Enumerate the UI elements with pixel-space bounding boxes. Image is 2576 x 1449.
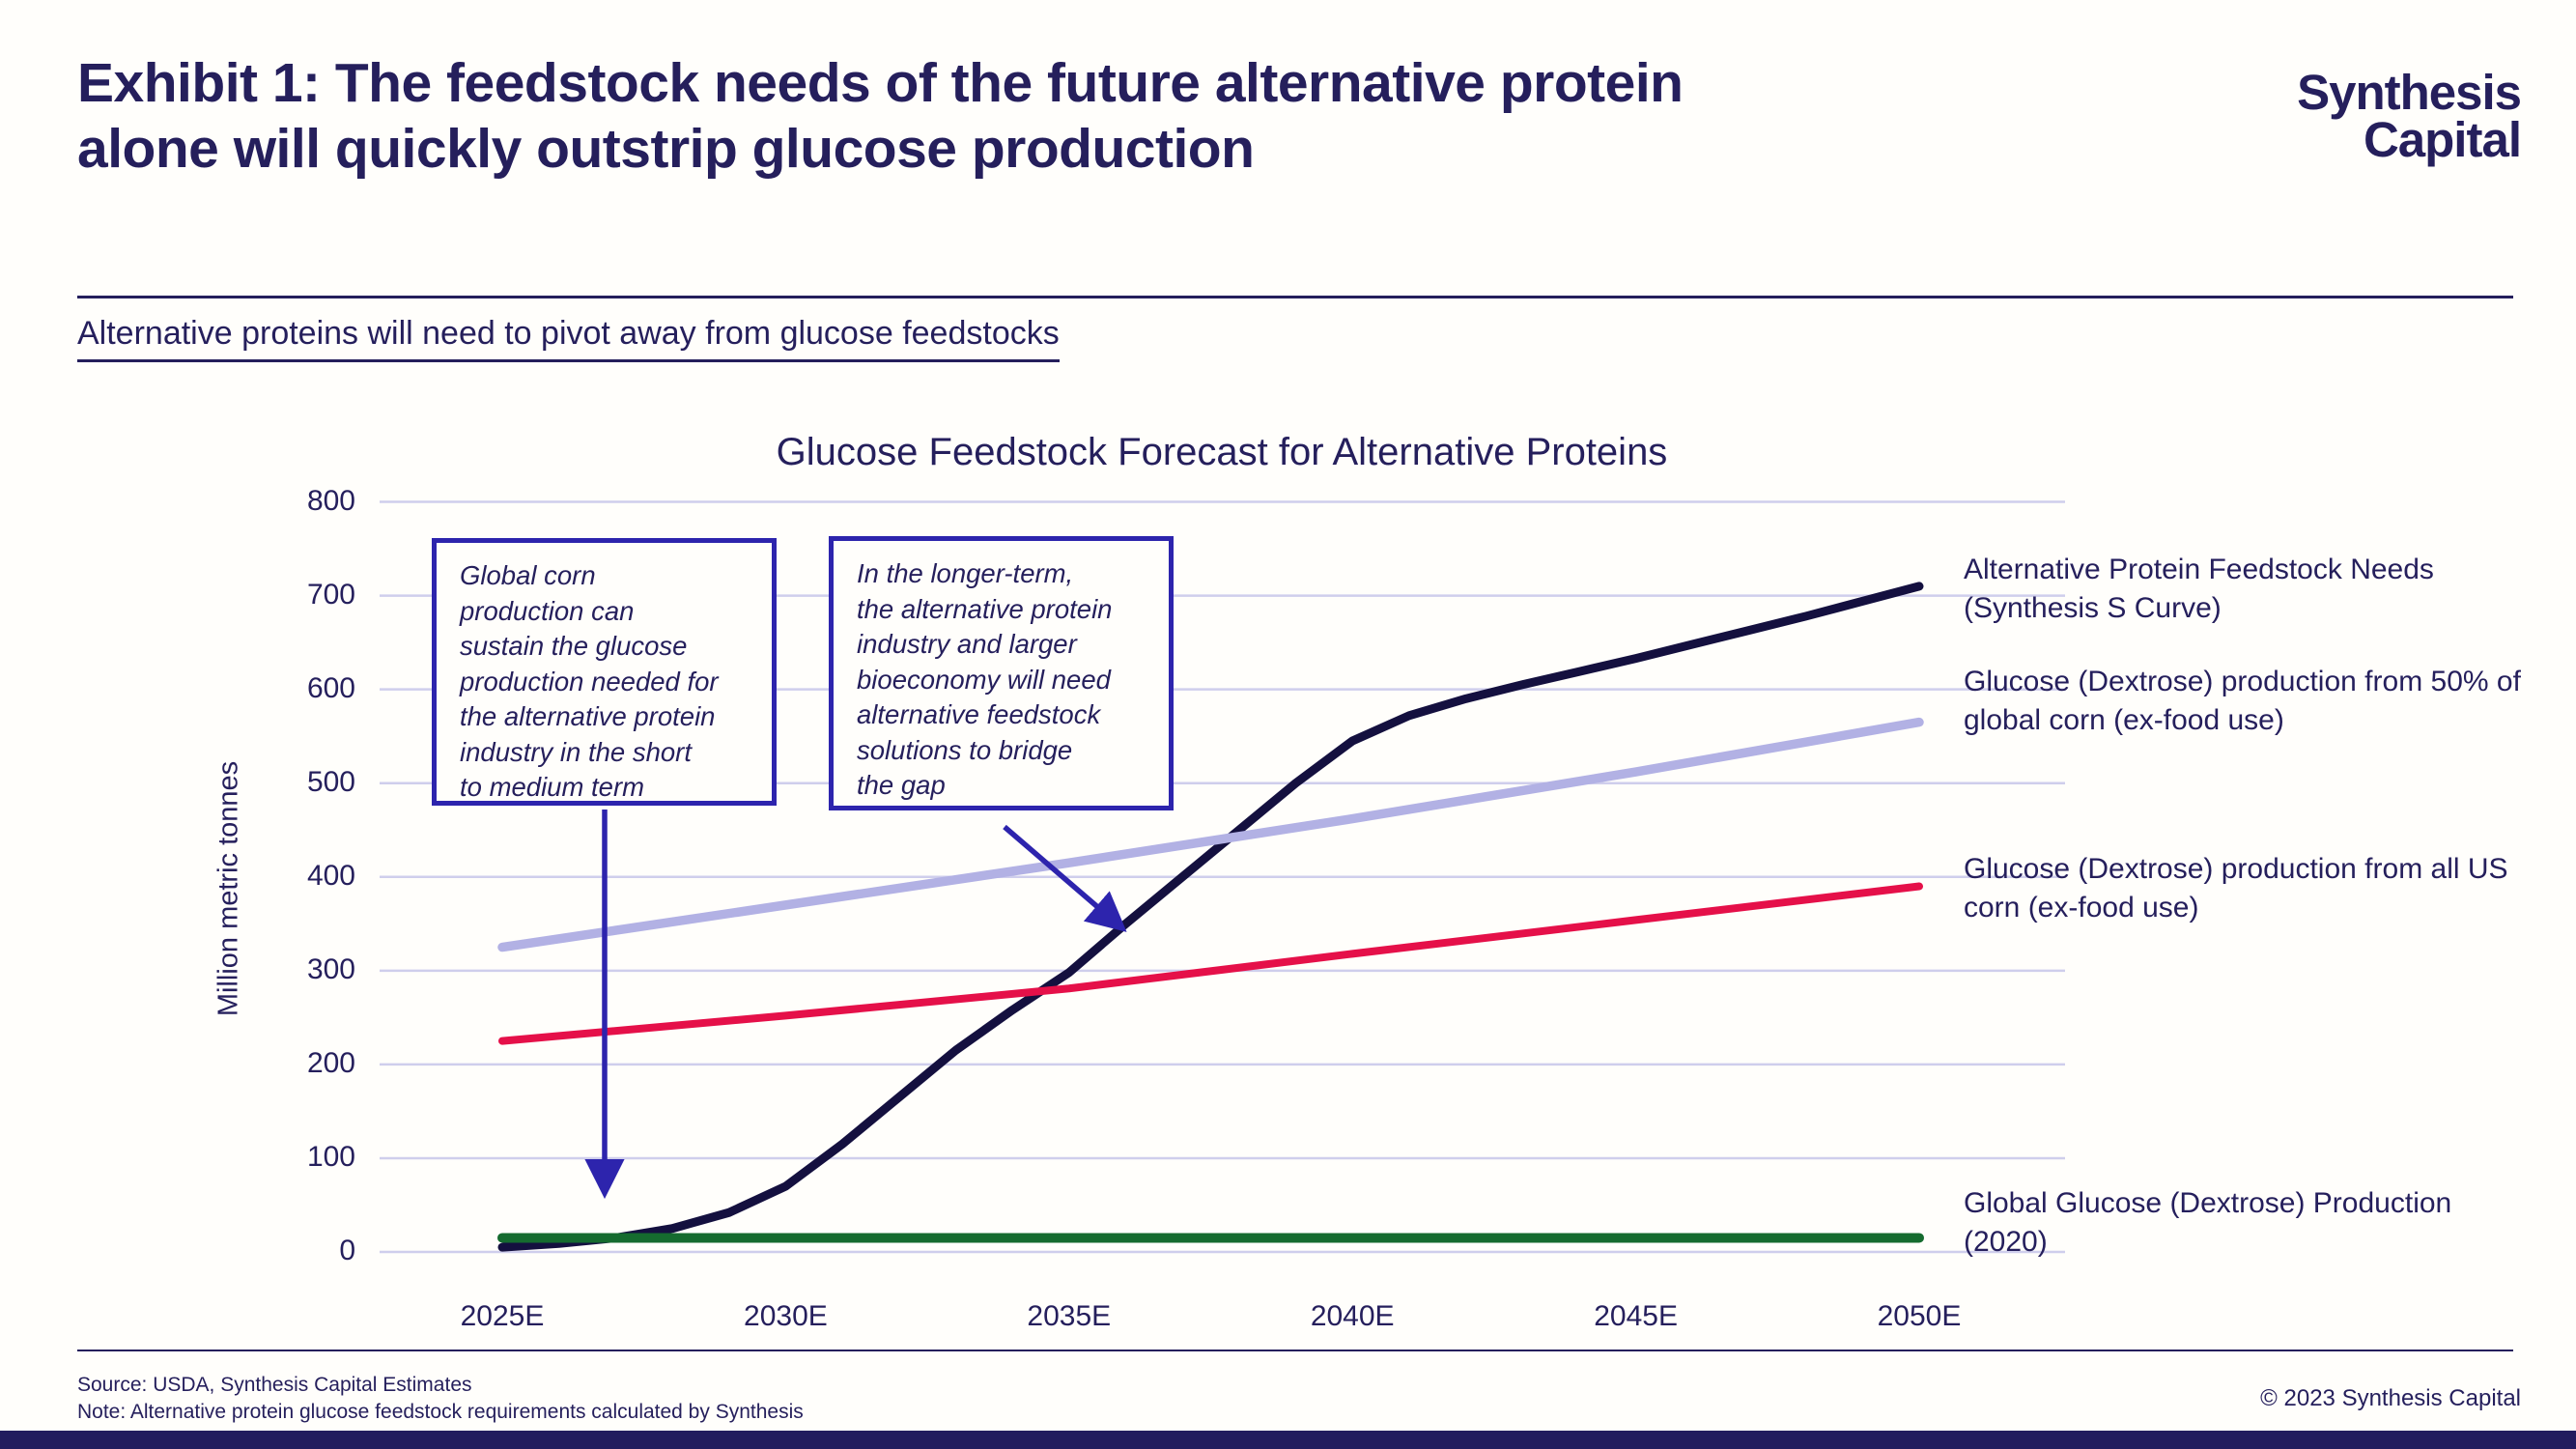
- y-tick-label: 800: [306, 484, 355, 517]
- y-tick-label: 0: [339, 1235, 355, 1266]
- legend-s-curve: Alternative Protein Feedstock Needs (Syn…: [1964, 554, 2434, 624]
- logo-line-2: Capital: [2363, 111, 2522, 167]
- synthesis-capital-logo: Synthesis Capital: [2297, 65, 2522, 167]
- y-tick-label: 500: [306, 765, 355, 798]
- x-tick-label: 2025E: [460, 1300, 545, 1332]
- x-tick-label: 2050E: [1877, 1300, 1962, 1332]
- method-note: Note: Alternative protein glucose feedst…: [77, 1401, 804, 1423]
- callout-longer-term: In the longer-term, the alternative prot…: [829, 536, 1174, 810]
- y-tick-label: 200: [306, 1046, 355, 1079]
- y-tick-label: 700: [306, 578, 355, 611]
- series-line: [498, 882, 1923, 1045]
- section-subtitle: Alternative proteins will need to pivot …: [77, 315, 1060, 362]
- page-title: Exhibit 1: The feedstock needs of the fu…: [77, 52, 1684, 181]
- logo-line-1: Synthesis: [2297, 65, 2522, 120]
- x-tick-label: 2040E: [1310, 1300, 1395, 1332]
- source-note: Source: USDA, Synthesis Capital Estimate…: [77, 1374, 472, 1396]
- series-line: [497, 717, 1924, 952]
- data-series-lines: [497, 582, 1924, 1252]
- callout-arrows: [584, 810, 1127, 1200]
- y-tick-label: 400: [306, 859, 355, 892]
- x-tick-label: 2035E: [1027, 1300, 1112, 1332]
- copyright: © 2023 Synthesis Capital: [2260, 1385, 2521, 1411]
- callout-short-term: Global corn production can sustain the g…: [432, 538, 777, 806]
- legend-corn50: Glucose (Dextrose) production from 50% o…: [1964, 666, 2521, 736]
- x-tick-label: 2030E: [744, 1300, 828, 1332]
- footer-divider: [77, 1350, 2513, 1351]
- legend-global-glucose: Global Glucose (Dextrose) Production (20…: [1964, 1187, 2452, 1258]
- y-tick-label: 600: [306, 671, 355, 704]
- y-tick-label: 300: [306, 952, 355, 985]
- callout-2-arrow: [1003, 824, 1127, 932]
- title-divider: [77, 296, 2513, 298]
- bottom-brand-bar: [0, 1431, 2576, 1449]
- y-tick-label: 100: [306, 1140, 355, 1173]
- x-tick-label: 2045E: [1594, 1300, 1678, 1332]
- series-line: [497, 582, 1924, 1252]
- chart-title: Glucose Feedstock Forecast for Alternati…: [776, 431, 1668, 473]
- legend-us-corn: Glucose (Dextrose) production from all U…: [1964, 853, 2508, 923]
